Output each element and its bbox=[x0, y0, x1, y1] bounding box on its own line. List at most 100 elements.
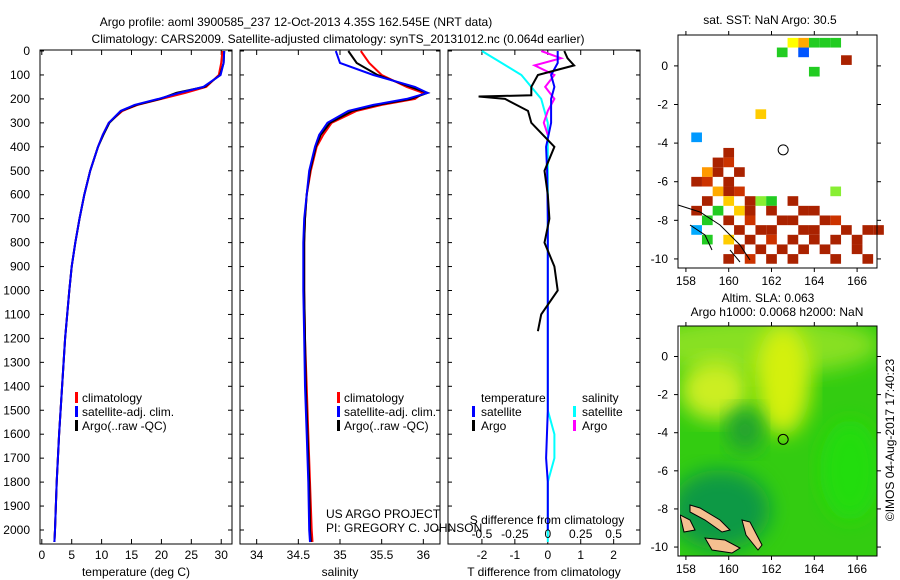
x-tick-label: 36 bbox=[417, 548, 431, 562]
lat-tick-label: 0 bbox=[661, 349, 668, 363]
series-line-satellite-adj-clim- bbox=[53, 50, 226, 543]
legend-label: climatology bbox=[344, 391, 404, 405]
y-tick-label: 1800 bbox=[3, 475, 30, 489]
plot-frame bbox=[447, 49, 641, 545]
y-tick-label: 200 bbox=[10, 92, 30, 106]
series-line-satellite-adj-clim- bbox=[302, 50, 431, 543]
sst-cell bbox=[701, 215, 713, 226]
sst-cell bbox=[744, 215, 756, 226]
sla-anomaly bbox=[680, 360, 750, 420]
x-tick-label: 0 bbox=[38, 548, 45, 562]
sst-cell bbox=[787, 215, 799, 226]
sst-cell bbox=[744, 234, 756, 245]
sst-cell bbox=[776, 47, 788, 58]
sst-cell bbox=[798, 37, 809, 48]
y-tick-label: 900 bbox=[10, 260, 30, 274]
x2-axis-label: S difference from climatology bbox=[470, 513, 625, 527]
sst-cell bbox=[808, 66, 820, 77]
sst-cell bbox=[851, 244, 863, 255]
sst-cell bbox=[766, 234, 777, 245]
salinity-legend: climatology satellite-adj. clim. Argo(..… bbox=[337, 391, 436, 433]
sst-cell bbox=[712, 157, 724, 168]
x2-tick-label: 0.5 bbox=[605, 527, 622, 541]
coastline bbox=[677, 204, 751, 263]
sst-cell bbox=[808, 37, 820, 48]
y-tick-label: 600 bbox=[10, 188, 30, 202]
x-axis-label: temperature (deg C) bbox=[82, 565, 190, 579]
x-tick-label: 35 bbox=[333, 548, 347, 562]
y-tick-label: 0 bbox=[23, 44, 30, 58]
x-tick-label: 20 bbox=[155, 548, 169, 562]
sst-cell bbox=[819, 244, 831, 255]
legend-label: Argo bbox=[582, 419, 608, 433]
series-line-t-satellite bbox=[545, 51, 559, 530]
y-tick-label: 1000 bbox=[3, 284, 30, 298]
figure-title-line2: Climatology: CARS2009. Satellite-adjuste… bbox=[92, 32, 585, 46]
x-tick-label: 15 bbox=[125, 548, 139, 562]
sst-cell bbox=[766, 196, 777, 206]
sst-cell bbox=[841, 55, 852, 65]
sst-cell bbox=[851, 234, 863, 245]
sst-map-panel: sat. SST: NaN Argo: 30.5 158 160 162 164 166 0… bbox=[651, 13, 884, 288]
x-tick-label: -1 bbox=[510, 548, 521, 562]
legend-label: Argo bbox=[481, 419, 507, 433]
lon-tick-label: 162 bbox=[761, 562, 781, 576]
sst-cell bbox=[723, 215, 735, 226]
sst-cell bbox=[862, 225, 874, 235]
sst-cell bbox=[701, 167, 713, 177]
imos-stamp: ©IMOS 04-Aug-2017 17:40:23 bbox=[883, 359, 897, 522]
plot-frame bbox=[39, 49, 233, 545]
sst-cell bbox=[798, 225, 809, 235]
sst-cell bbox=[701, 196, 713, 206]
x2-tick-label: -0.25 bbox=[501, 527, 529, 541]
sst-cell bbox=[723, 234, 735, 245]
sst-cell bbox=[723, 196, 735, 206]
x-tick-label: 5 bbox=[68, 548, 75, 562]
sla-field bbox=[680, 326, 877, 556]
sst-cell bbox=[819, 215, 831, 226]
legend-swatch-t-argo bbox=[472, 420, 475, 431]
sst-cell bbox=[808, 234, 820, 245]
sst-cell bbox=[873, 225, 884, 235]
profile-location-marker bbox=[777, 433, 789, 445]
x-axis-label: T difference from climatology bbox=[467, 565, 621, 579]
sst-cell bbox=[712, 186, 724, 197]
legend-label: Argo(..raw -QC) bbox=[82, 419, 167, 433]
legend-label: Argo(..raw -QC) bbox=[344, 419, 429, 433]
series-line-s-argo bbox=[531, 50, 565, 136]
sst-cell bbox=[712, 167, 724, 177]
sla-anomaly bbox=[755, 326, 811, 435]
sst-cell bbox=[830, 37, 842, 48]
sst-cell bbox=[798, 205, 809, 216]
profile-location-marker bbox=[777, 144, 789, 156]
lat-tick-label: -8 bbox=[657, 213, 668, 227]
sst-cell bbox=[734, 167, 745, 177]
sst-cell bbox=[766, 225, 777, 235]
y-tick-label: 800 bbox=[10, 236, 30, 250]
legend-label: satellite bbox=[481, 405, 522, 419]
lat-tick-label: -10 bbox=[651, 252, 669, 266]
lon-tick-label: 158 bbox=[676, 562, 696, 576]
sst-cell bbox=[744, 196, 756, 206]
map-title: Altim. SLA: 0.063 bbox=[722, 291, 815, 305]
y-tick-label: 700 bbox=[10, 212, 30, 226]
x-tick-label: 25 bbox=[185, 548, 199, 562]
sst-cell bbox=[787, 254, 799, 264]
x-tick-label: 10 bbox=[95, 548, 109, 562]
sst-cell bbox=[734, 205, 745, 216]
project-label: US ARGO PROJECT bbox=[326, 507, 441, 521]
sst-cell bbox=[776, 215, 788, 226]
sst-cell bbox=[723, 186, 735, 197]
sst-cell bbox=[787, 234, 799, 245]
legend-heading-salinity: salinity bbox=[582, 391, 619, 405]
pi-label: PI: GREGORY C. JOHNSON bbox=[326, 521, 482, 535]
map-subtitle: Argo h1000: 0.0068 h2000: NaN bbox=[691, 305, 864, 319]
sst-cell bbox=[723, 147, 735, 158]
sst-cell bbox=[830, 254, 842, 264]
lat-tick-label: -6 bbox=[657, 464, 668, 478]
legend-swatch-t-satellite bbox=[472, 406, 475, 417]
sla-anomaly bbox=[727, 408, 763, 452]
lat-tick-label: 0 bbox=[661, 59, 668, 73]
sst-cell bbox=[787, 196, 799, 206]
